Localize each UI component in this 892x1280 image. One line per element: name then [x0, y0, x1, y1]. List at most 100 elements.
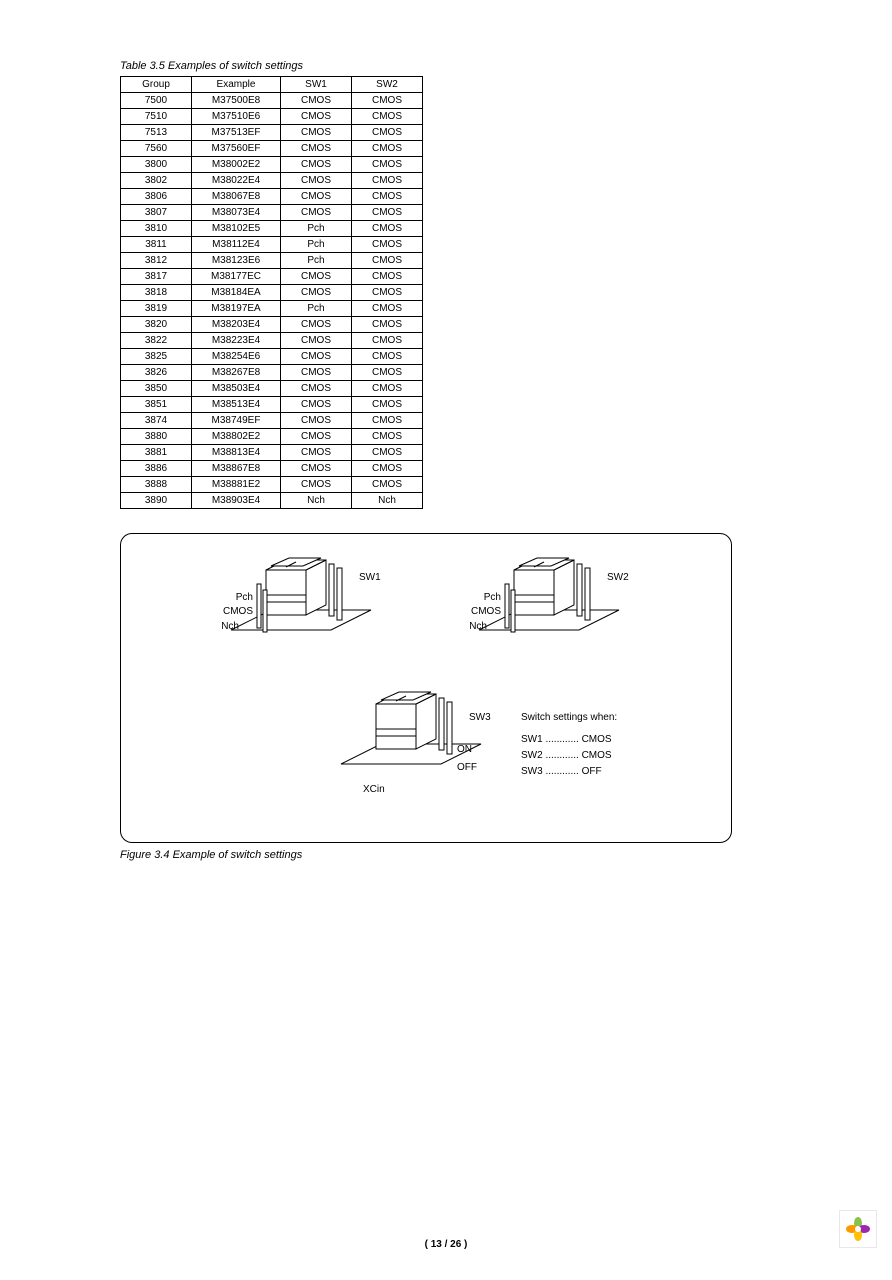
table-row: 3806M38067E8CMOSCMOS — [121, 189, 423, 205]
table-cell: 3807 — [121, 205, 192, 221]
table-cell: Nch — [281, 493, 352, 509]
table-cell: 3886 — [121, 461, 192, 477]
table-cell: CMOS — [352, 157, 423, 173]
table-cell: M37510E6 — [192, 109, 281, 125]
table-cell: CMOS — [281, 397, 352, 413]
table-cell: CMOS — [352, 285, 423, 301]
table-row: 3802M38022E4CMOSCMOS — [121, 173, 423, 189]
table-cell: 3806 — [121, 189, 192, 205]
table-cell: CMOS — [352, 301, 423, 317]
table-row: 3810M38102E5PchCMOS — [121, 221, 423, 237]
table-cell: 3825 — [121, 349, 192, 365]
table-cell: 3817 — [121, 269, 192, 285]
table-cell: CMOS — [281, 285, 352, 301]
switch-table: GroupExampleSW1SW2 7500M37500E8CMOSCMOS7… — [120, 76, 423, 509]
sw2-name: SW2 — [607, 572, 629, 583]
table-cell: CMOS — [281, 157, 352, 173]
flower-icon[interactable] — [839, 1210, 877, 1248]
table-cell: 3850 — [121, 381, 192, 397]
table-cell: 3890 — [121, 493, 192, 509]
sw1-pos2: Nch — [205, 621, 239, 632]
legend-0: SW1 ............ CMOS — [521, 734, 612, 745]
table-cell: 7510 — [121, 109, 192, 125]
table-cell: 3802 — [121, 173, 192, 189]
table-header: Group — [121, 77, 192, 93]
table-row: 3811M38112E4PchCMOS — [121, 237, 423, 253]
table-row: 7510M37510E6CMOSCMOS — [121, 109, 423, 125]
table-cell: CMOS — [281, 93, 352, 109]
table-cell: CMOS — [352, 189, 423, 205]
table-cell: M38067E8 — [192, 189, 281, 205]
table-cell: CMOS — [281, 141, 352, 157]
table-cell: M37560EF — [192, 141, 281, 157]
table-row: 3886M38867E8CMOSCMOS — [121, 461, 423, 477]
sw1-name: SW1 — [359, 572, 381, 583]
table-cell: 3881 — [121, 445, 192, 461]
table-cell: 3820 — [121, 317, 192, 333]
table-cell: Pch — [281, 301, 352, 317]
table-cell: 3812 — [121, 253, 192, 269]
table-header: Example — [192, 77, 281, 93]
table-cell: M38513E4 — [192, 397, 281, 413]
table-cell: CMOS — [352, 461, 423, 477]
table-cell: 3819 — [121, 301, 192, 317]
table-cell: M38903E4 — [192, 493, 281, 509]
table-cell: CMOS — [281, 173, 352, 189]
table-cell: 3811 — [121, 237, 192, 253]
table-cell: M38749EF — [192, 413, 281, 429]
sw2-pos0: Pch — [467, 592, 501, 603]
table-cell: CMOS — [352, 269, 423, 285]
table-cell: CMOS — [352, 141, 423, 157]
table-cell: 7500 — [121, 93, 192, 109]
table-cell: CMOS — [281, 333, 352, 349]
table-row: 3851M38513E4CMOSCMOS — [121, 397, 423, 413]
table-cell: M38102E5 — [192, 221, 281, 237]
table-cell: M38203E4 — [192, 317, 281, 333]
table-cell: CMOS — [352, 333, 423, 349]
table-cell: M38177EC — [192, 269, 281, 285]
table-cell: 3810 — [121, 221, 192, 237]
table-row: 3874M38749EFCMOSCMOS — [121, 413, 423, 429]
table-cell: M37500E8 — [192, 93, 281, 109]
table-cell: CMOS — [352, 445, 423, 461]
table-cell: CMOS — [281, 429, 352, 445]
table-row: 7560M37560EFCMOSCMOS — [121, 141, 423, 157]
table-cell: CMOS — [352, 173, 423, 189]
table-row: 3890M38903E4NchNch — [121, 493, 423, 509]
table-cell: M37513EF — [192, 125, 281, 141]
table-cell: M38867E8 — [192, 461, 281, 477]
figure-box: SW1 Pch CMOS Nch SW2 Pch CMOS Nch SW3 ON… — [120, 533, 732, 843]
table-cell: M38881E2 — [192, 477, 281, 493]
table-cell: CMOS — [352, 93, 423, 109]
table-cell: CMOS — [281, 381, 352, 397]
table-cell: 3800 — [121, 157, 192, 173]
table-row: 7500M37500E8CMOSCMOS — [121, 93, 423, 109]
table-cell: CMOS — [352, 349, 423, 365]
table-cell: CMOS — [281, 125, 352, 141]
table-cell: M38503E4 — [192, 381, 281, 397]
table-cell: CMOS — [281, 109, 352, 125]
table-cell: M38022E4 — [192, 173, 281, 189]
table-row: 3800M38002E2CMOSCMOS — [121, 157, 423, 173]
table-row: 3880M38802E2CMOSCMOS — [121, 429, 423, 445]
table-row: 3812M38123E6PchCMOS — [121, 253, 423, 269]
table-cell: CMOS — [352, 237, 423, 253]
table-cell: CMOS — [352, 205, 423, 221]
table-cell: M38197EA — [192, 301, 281, 317]
table-cell: M38254E6 — [192, 349, 281, 365]
table-row: 3818M38184EACMOSCMOS — [121, 285, 423, 301]
table-cell: CMOS — [352, 365, 423, 381]
legend-title: Switch settings when: — [521, 712, 617, 723]
table-cell: 7513 — [121, 125, 192, 141]
table-row: 3825M38254E6CMOSCMOS — [121, 349, 423, 365]
table-cell: M38223E4 — [192, 333, 281, 349]
table-cell: CMOS — [281, 189, 352, 205]
table-cell: CMOS — [281, 269, 352, 285]
table-header: SW2 — [352, 77, 423, 93]
table-cell: CMOS — [352, 109, 423, 125]
sw2-pos1: CMOS — [453, 606, 501, 617]
sw3-name: SW3 — [469, 712, 491, 723]
table-header: SW1 — [281, 77, 352, 93]
legend-1: SW2 ............ CMOS — [521, 750, 612, 761]
table-cell: CMOS — [281, 205, 352, 221]
